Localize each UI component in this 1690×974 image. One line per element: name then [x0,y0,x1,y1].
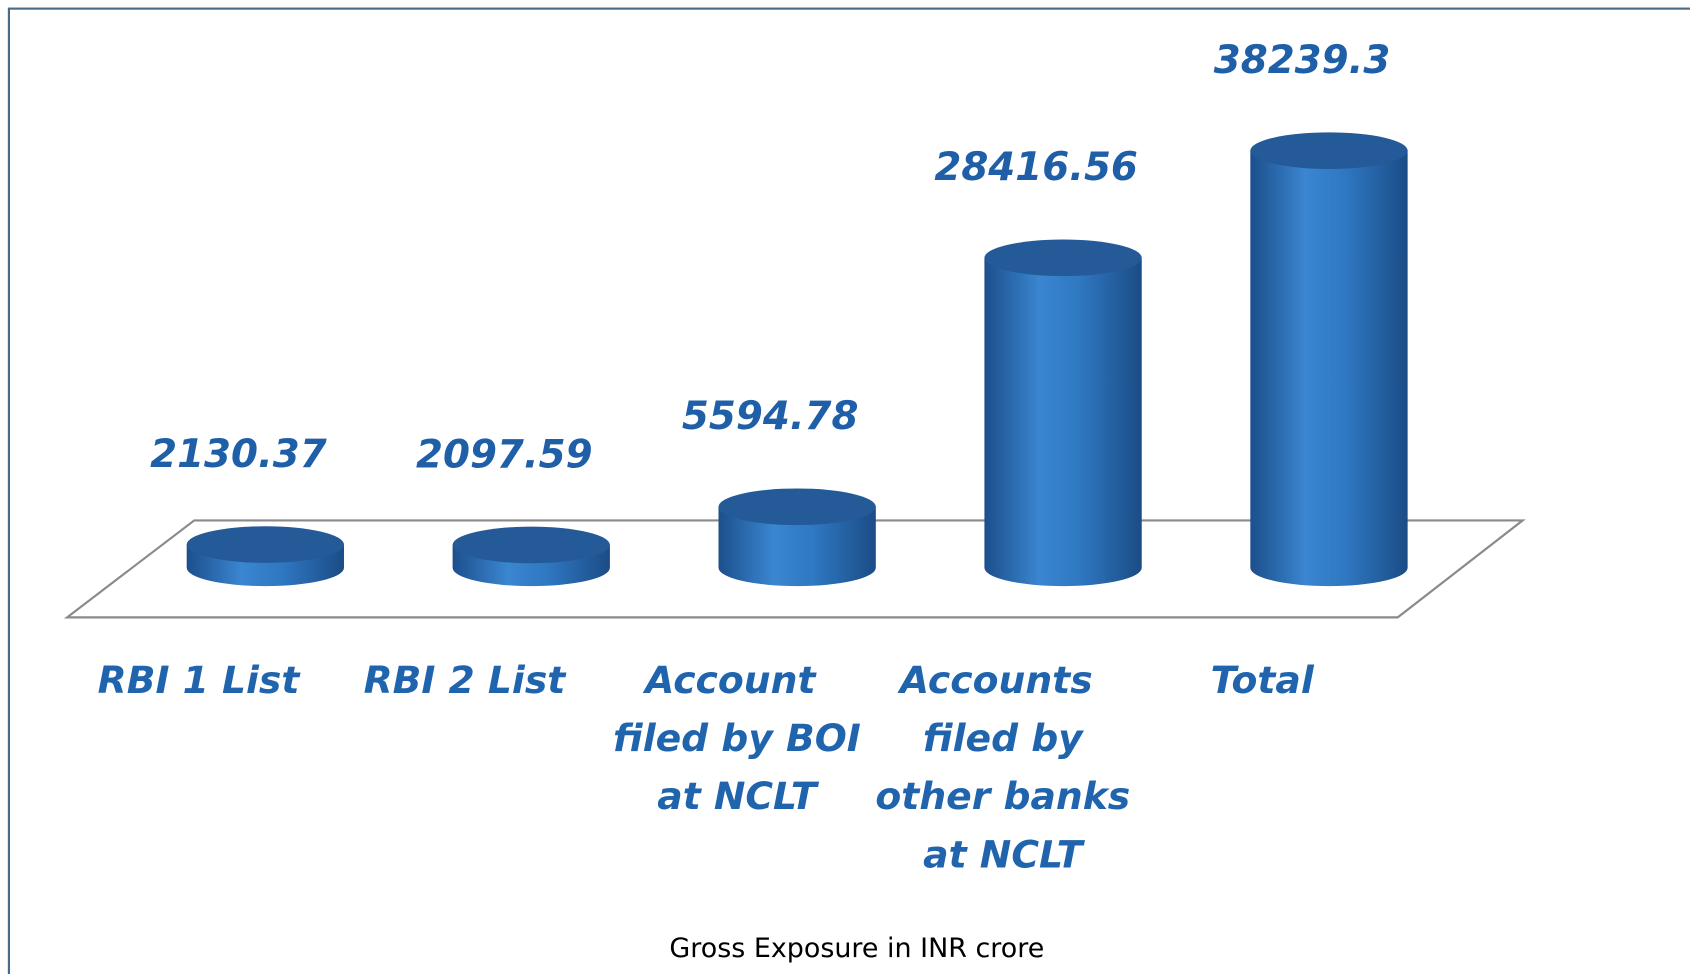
x-tick-label: Accounts filed by other banks at NCLT [862,658,1130,877]
data-label: 28416.56 [934,145,1138,190]
x-tick-label: Account filed by BOI at NCLT [600,658,861,818]
bar-body [718,506,876,587]
chart-border [7,7,1690,974]
data-label: 38239.3 [1214,38,1391,83]
x-tick-label: RBI 1 List [98,658,302,702]
bar-top [186,526,344,563]
bar-body [1250,150,1408,587]
data-label: 2097.59 [416,432,593,477]
bar-top [1250,132,1408,169]
data-label: 2130.37 [150,432,327,477]
bar-top [452,526,610,564]
bar-top [984,239,1142,277]
data-label: 5594.78 [682,394,859,439]
bar-body [984,257,1142,587]
x-tick-label: Total [1211,658,1315,702]
bar-top [718,488,876,526]
x-tick-label: RBI 2 List [364,658,568,702]
x-axis-title: Gross Exposure in INR crore [669,933,1044,964]
